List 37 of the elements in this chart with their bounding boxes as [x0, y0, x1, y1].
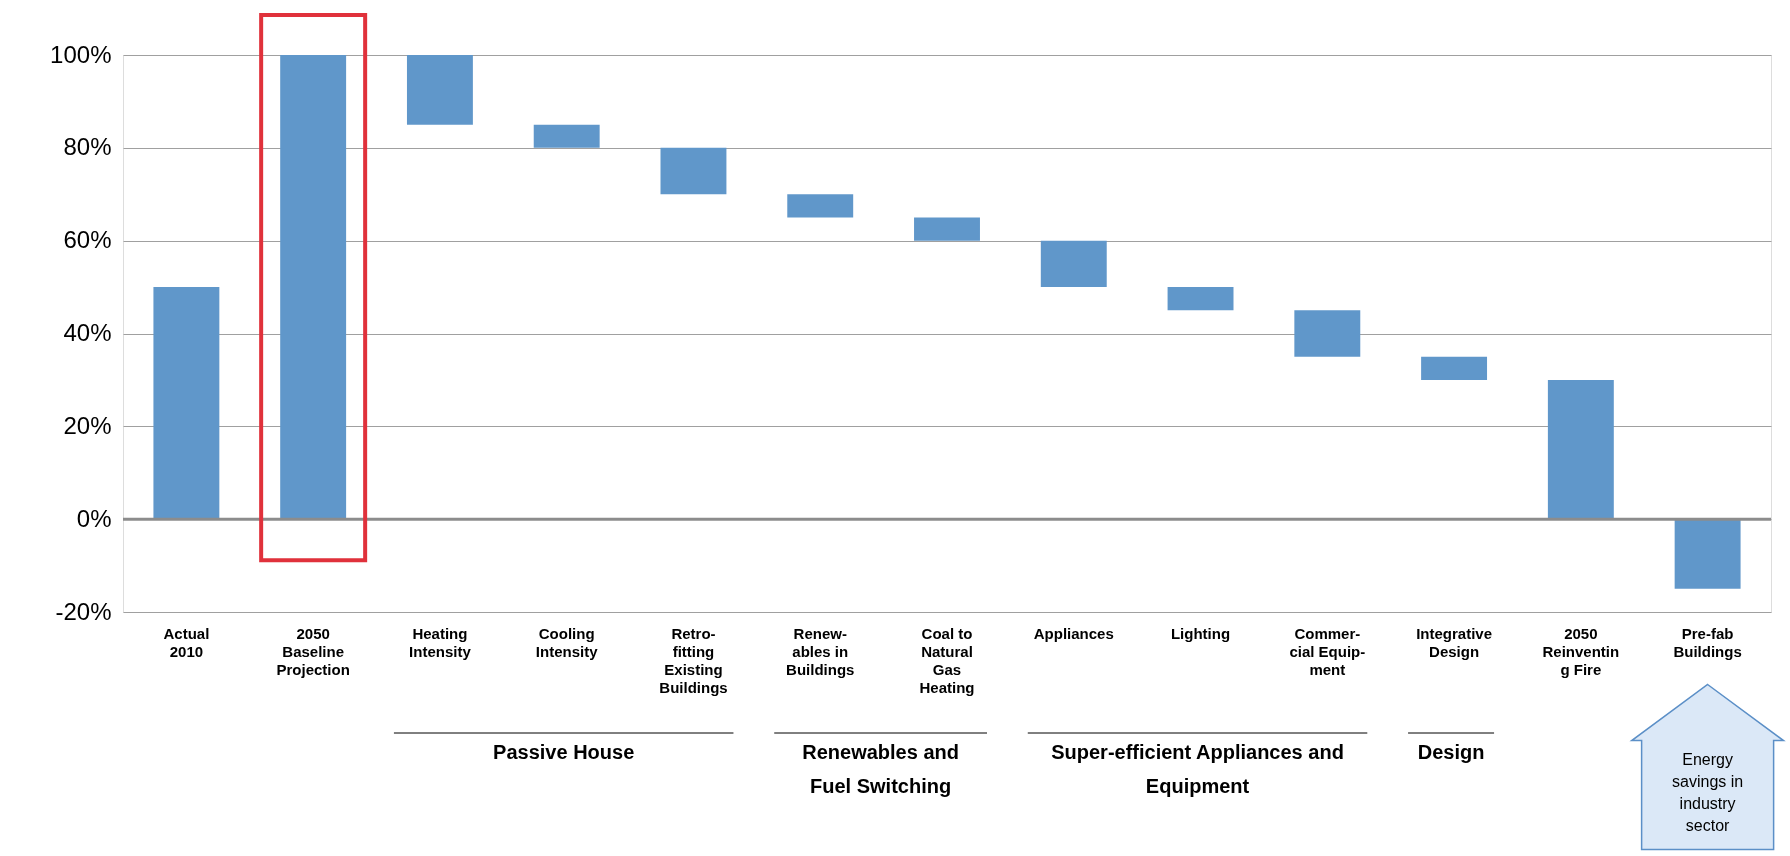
x-tick-label: Heating Intensity	[409, 624, 472, 660]
y-tick-label: 60%	[63, 226, 112, 254]
x-tick-label: Pre-fab Buildings	[1673, 624, 1742, 660]
x-tick-label: Lighting	[1170, 624, 1231, 642]
y-tick-label: 40%	[63, 319, 112, 346]
bar	[406, 55, 473, 125]
x-tick-label: Actual 2010	[163, 624, 210, 660]
bar	[1294, 310, 1361, 357]
y-tick-label: 80%	[63, 133, 112, 161]
x-tick-label: Cooling Intensity	[535, 624, 599, 660]
y-tick-label: 20%	[63, 411, 112, 439]
bar	[1674, 519, 1741, 589]
x-tick-label: Integrative Design	[1416, 624, 1493, 660]
x-tick-label: Commer- cial Equip- ment	[1289, 624, 1366, 678]
x-tick-label: 2050 Reinventin g Fire	[1542, 624, 1620, 678]
text: Passive House	[493, 741, 635, 763]
y-tick-label: -20%	[55, 597, 112, 625]
bar	[533, 124, 600, 148]
bar	[660, 147, 727, 195]
x-tick-label: 2050 Baseline Projection	[276, 624, 350, 678]
text: Super-efficient Appliances and Equipment	[1051, 741, 1344, 797]
bar	[787, 194, 854, 218]
y-tick-label: 100%	[50, 40, 112, 68]
bar	[1421, 356, 1488, 380]
x-tick-label: Renew- ables in Buildings	[786, 624, 855, 678]
bar	[1040, 240, 1107, 288]
text: Renewables and Fuel Switching	[802, 741, 959, 797]
bar	[914, 217, 980, 241]
x-tick-label: Retro- fitting Existing Buildings	[659, 624, 728, 696]
x-tick-label: Appliances	[1033, 624, 1114, 642]
bar	[153, 287, 220, 520]
text: Design	[1417, 741, 1485, 763]
text: Energy savings in industry sector	[1672, 751, 1744, 834]
bar	[1547, 379, 1614, 520]
y-tick-label: 0%	[76, 504, 112, 532]
bar	[1167, 287, 1234, 311]
x-tick-label: Coal to Natural Gas Heating	[919, 624, 975, 696]
